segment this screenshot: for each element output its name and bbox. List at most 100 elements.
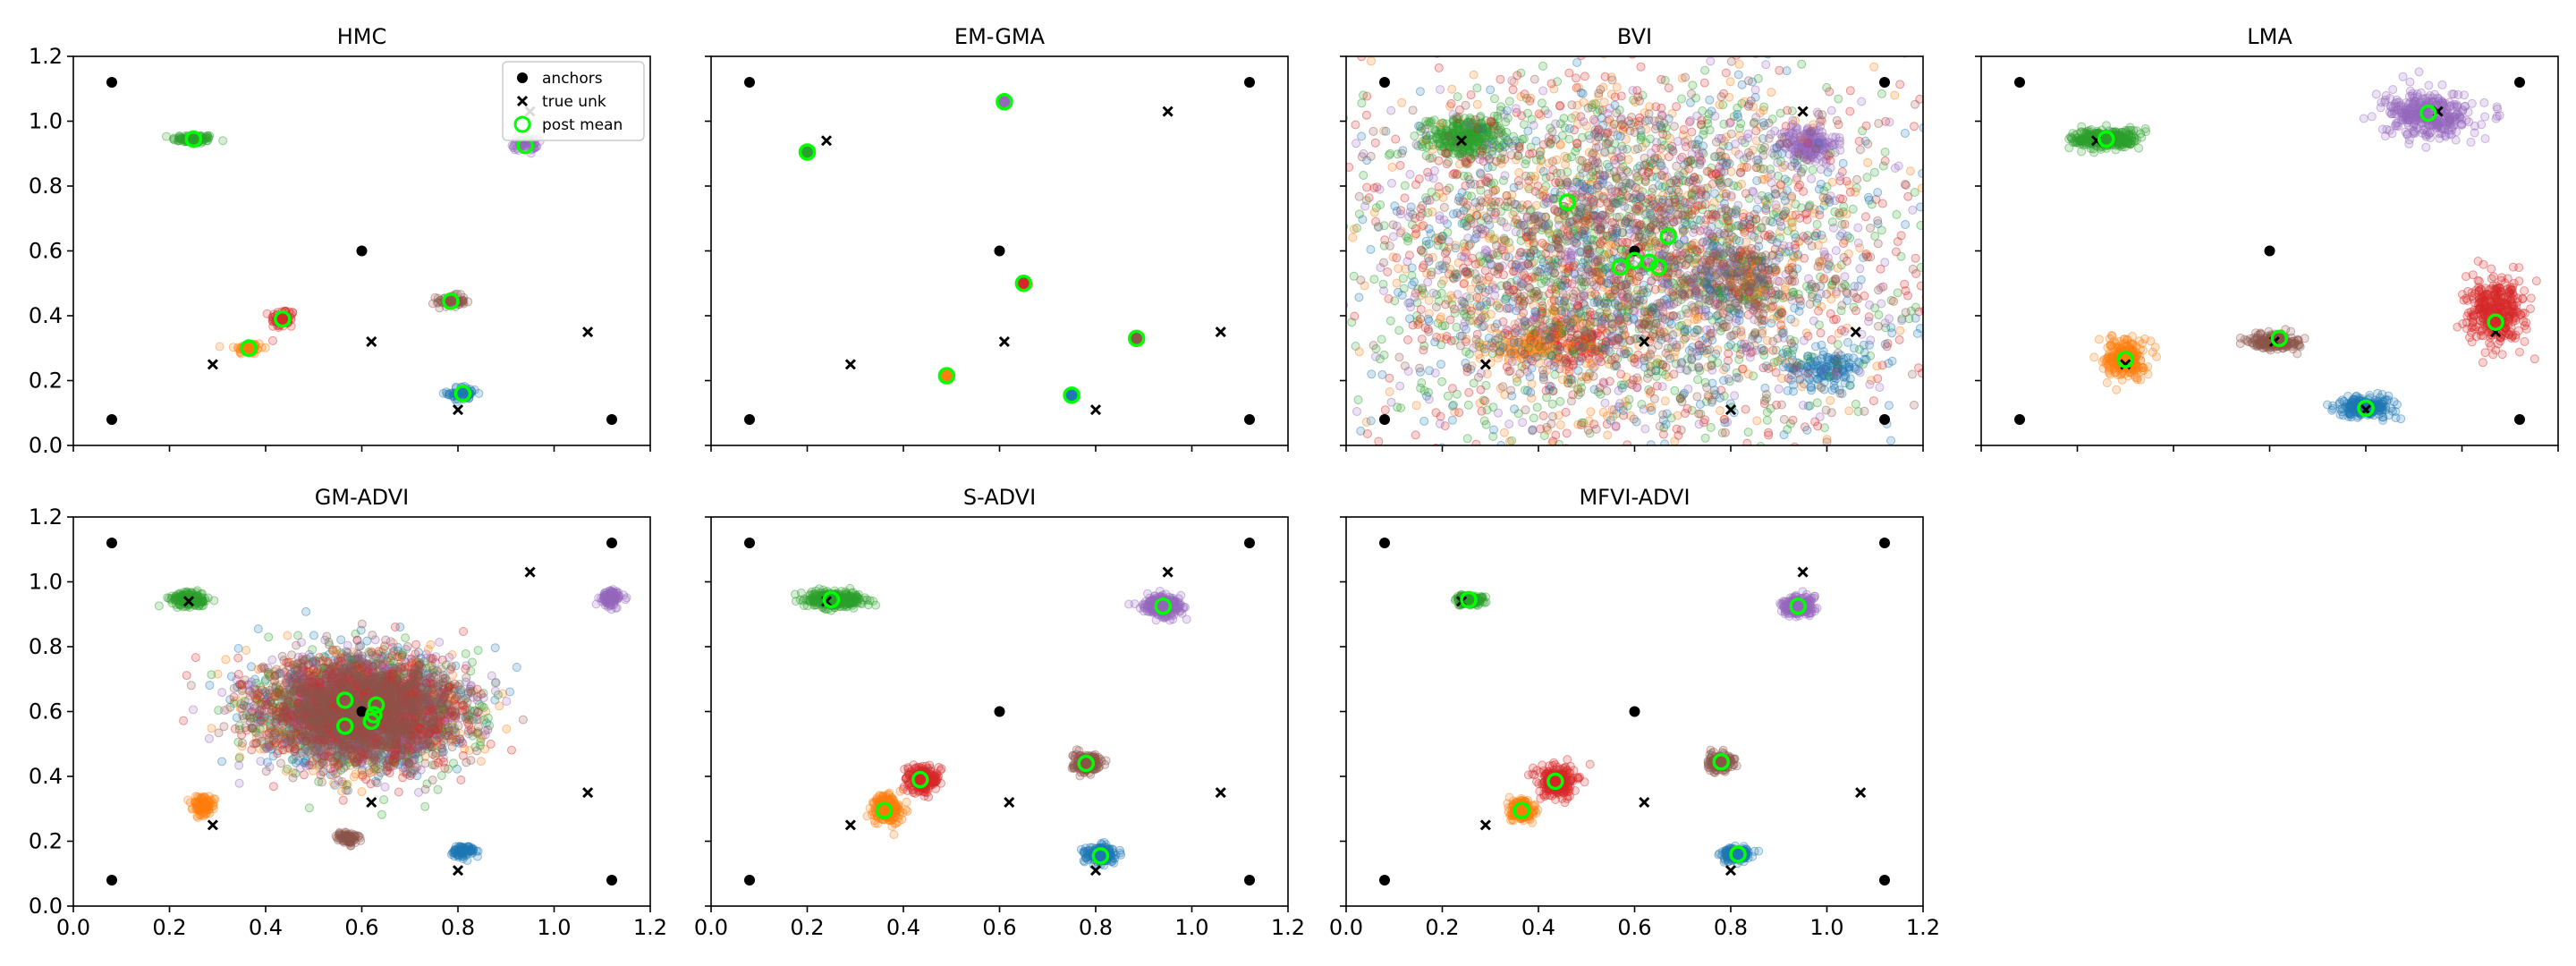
sample-point (1710, 189, 1720, 199)
sample-point (1574, 309, 1584, 318)
legend-label-anchors: anchors (542, 70, 603, 88)
sample-point (1585, 307, 1595, 317)
sample-point (1776, 320, 1785, 330)
sample-point (1454, 131, 1464, 141)
sample-point (1483, 127, 1493, 137)
sample-point (1806, 142, 1816, 152)
sample-point (1448, 133, 1458, 143)
sample-point (1354, 292, 1364, 302)
sample-point (1780, 127, 1789, 137)
sample-point (1840, 272, 1850, 282)
sample-point (1769, 144, 1779, 154)
sample-point (1802, 139, 1812, 148)
sample-point (1482, 151, 1492, 161)
sample-point (1819, 274, 1829, 284)
sample-point (1657, 110, 1666, 120)
sample-point (1471, 122, 1481, 131)
sample-point (1466, 114, 1476, 124)
sample-point (1525, 149, 1534, 159)
sample-point (1861, 354, 1871, 364)
sample-point (1721, 362, 1731, 372)
sample-point (215, 342, 225, 352)
sample-point (1475, 123, 1485, 132)
sample-point (1626, 462, 1634, 470)
sample-point (433, 298, 443, 308)
sample-point (1465, 148, 1475, 157)
sample-point (1775, 289, 1784, 299)
sample-point (1456, 149, 1466, 158)
sample-point (1842, 209, 1852, 219)
sample-point (1804, 365, 1814, 374)
sample-point (1667, 145, 1677, 155)
sample-point (1442, 119, 1452, 129)
sample-point (1449, 304, 1459, 314)
sample-point (1536, 485, 1544, 493)
sample-point (1564, 123, 1574, 133)
sample-point (1534, 109, 1544, 119)
sample-point (1660, 396, 1670, 406)
sample-point (1351, 120, 1360, 130)
sample-point (1496, 74, 1505, 84)
sample-point (1845, 380, 1855, 390)
sample-point (1753, 195, 1763, 205)
sample-point (1944, 243, 1952, 251)
sample-point (1467, 482, 1475, 490)
sample-point (1594, 450, 1602, 458)
sample-point (1448, 402, 1457, 411)
sample-point (1499, 428, 1509, 437)
sample-point (1396, 471, 1404, 479)
sample-point (1476, 127, 1486, 137)
sample-point (1482, 144, 1491, 154)
sample-point (1424, 257, 1434, 267)
sample-point (1504, 252, 1513, 262)
sample-point (1911, 253, 1920, 263)
sample-point (1707, 179, 1717, 189)
sample-point (1301, 287, 1309, 295)
sample-point (1470, 150, 1479, 160)
sample-point (1784, 128, 1794, 137)
sample-point (1476, 118, 1486, 128)
sample-cluster-purple (1766, 106, 1845, 174)
sample-point (1815, 132, 1825, 142)
sample-point (1468, 125, 1478, 135)
sample-point (1932, 215, 1940, 223)
y-tick-label: 0.8 (29, 174, 63, 199)
sample-point (1776, 221, 1786, 231)
sample-point (1418, 44, 1426, 52)
sample-point (1835, 208, 1844, 218)
sample-point (459, 299, 469, 309)
sample-point (1423, 314, 1433, 324)
sample-point (1734, 531, 1742, 539)
sample-point (1782, 66, 1792, 76)
sample-point (1481, 138, 1491, 148)
sample-point (1802, 137, 1811, 147)
sample-point (1707, 531, 1715, 539)
sample-point (1453, 112, 1463, 122)
sample-point (1809, 139, 1818, 148)
sample-point (1455, 148, 1465, 158)
sample-point (1448, 141, 1458, 150)
sample-point (1481, 123, 1491, 132)
subplot-bvi: BVI (1301, 24, 1952, 539)
sample-point (1478, 123, 1487, 132)
anchor-point (606, 414, 617, 425)
sample-point (1470, 486, 1478, 494)
sample-point (1452, 170, 1462, 180)
sample-point (1808, 153, 1818, 163)
sample-point (1467, 123, 1477, 132)
sample-point (1778, 163, 1788, 173)
sample-point (1374, 436, 1384, 445)
sample-point (433, 293, 443, 303)
sample-point (1845, 86, 1855, 96)
sample-point (1826, 309, 1835, 318)
sample-point (1479, 143, 1487, 153)
sample-point (1869, 167, 1879, 177)
sample-point (1467, 127, 1477, 137)
sample-point (1427, 135, 1436, 144)
sample-point (1425, 131, 1435, 140)
sample-point (1369, 275, 1379, 284)
sample-point (1800, 139, 1809, 148)
sample-point (1416, 126, 1426, 136)
sample-point (1733, 109, 1742, 119)
